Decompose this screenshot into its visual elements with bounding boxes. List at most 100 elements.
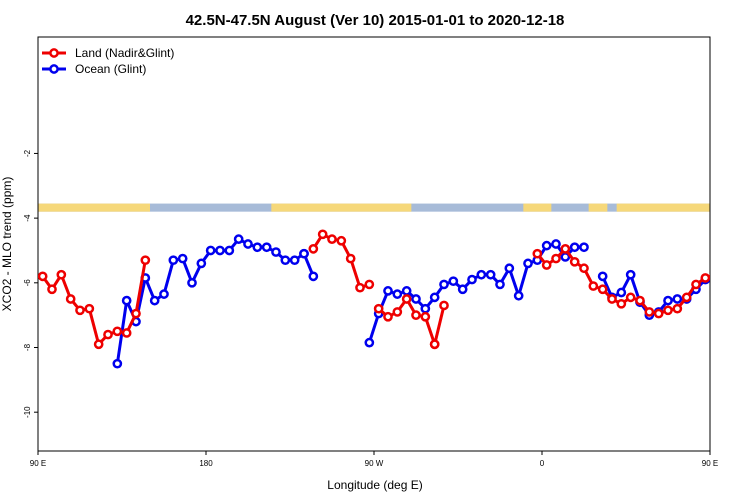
data-point [383, 286, 393, 296]
data-point [429, 339, 440, 350]
data-point [625, 269, 636, 280]
data-point [448, 276, 459, 287]
data-point [551, 239, 561, 249]
x-tick-label: 90 E [30, 459, 46, 468]
data-point [513, 290, 524, 301]
legend-label: Ocean (Glint) [75, 62, 146, 76]
series-land [38, 229, 746, 350]
data-point [177, 253, 188, 264]
data-point [252, 242, 263, 253]
land-band-segment [523, 203, 552, 212]
y-tick-label: -8 [23, 343, 32, 351]
data-point [93, 339, 104, 350]
data-point [523, 258, 533, 269]
data-point [485, 269, 496, 280]
land-band-segment [38, 203, 150, 212]
data-point [420, 303, 431, 314]
data-point [205, 245, 216, 256]
data-point [112, 326, 123, 337]
legend: Land (Nadir&Glint) Ocean (Glint) [42, 46, 174, 76]
data-point [364, 337, 375, 348]
data-point [243, 239, 253, 249]
data-point [38, 271, 48, 282]
data-point [579, 263, 589, 274]
data-point [168, 255, 179, 266]
data-point [551, 253, 561, 264]
land-ocean-band [38, 203, 710, 212]
data-point [504, 263, 515, 274]
land-band-segment [271, 203, 412, 212]
data-point [691, 279, 701, 290]
y-axis: -2 -4 -6 -8 -10 [23, 149, 38, 418]
data-point [140, 255, 151, 266]
chart-title: 42.5N-47.5N August (Ver 10) 2015-01-01 t… [186, 12, 565, 29]
data-point [730, 273, 737, 280]
data-point [271, 247, 281, 257]
data-point [560, 244, 571, 254]
data-point [373, 303, 384, 314]
data-point [476, 269, 487, 280]
data-point [541, 260, 552, 270]
data-point [317, 229, 328, 240]
y-tick-label: -10 [23, 406, 32, 418]
data-point [439, 300, 449, 311]
data-point [401, 286, 412, 296]
data-point [420, 311, 431, 322]
series-layer [38, 229, 746, 369]
data-point [56, 269, 67, 280]
data-point [709, 273, 710, 276]
data-point [308, 271, 319, 282]
data-point [224, 245, 235, 256]
data-point [625, 292, 636, 303]
data-point [149, 295, 160, 306]
data-point [597, 284, 608, 295]
data-point [569, 242, 580, 253]
data-point [233, 234, 244, 244]
data-point [739, 286, 746, 293]
series-group [38, 229, 746, 369]
data-point [672, 303, 683, 314]
data-point [467, 274, 477, 285]
x-axis: 90 E 180 90 W 0 90 E [30, 451, 718, 468]
data-point [84, 303, 95, 314]
data-point [681, 292, 692, 303]
data-point [187, 277, 197, 288]
data-point [597, 271, 608, 282]
data-point [112, 358, 123, 369]
data-point [308, 244, 319, 254]
data-point [196, 258, 207, 269]
data-point [364, 279, 375, 290]
series-line [536, 247, 710, 316]
data-point [392, 289, 403, 299]
data-point [569, 256, 580, 267]
data-point [635, 295, 645, 306]
data-point [401, 294, 412, 304]
data-point [215, 245, 225, 256]
data-point [383, 311, 393, 322]
x-tick-label: 0 [540, 459, 545, 468]
x-tick-label: 180 [199, 459, 213, 468]
data-point [663, 305, 673, 316]
data-point [720, 270, 727, 277]
data-point [616, 287, 627, 298]
data-point [672, 294, 683, 304]
data-point [429, 292, 440, 303]
data-point [588, 281, 599, 291]
y-tick-label: -6 [23, 279, 32, 287]
data-point [457, 284, 468, 295]
data-point [261, 242, 272, 253]
land-band-segment [616, 203, 710, 212]
data-point [663, 295, 673, 306]
data-point [579, 242, 589, 253]
x-axis-label: Longitude (deg E) [327, 478, 422, 492]
data-point [121, 328, 132, 338]
data-point [616, 298, 627, 309]
data-point [289, 255, 300, 266]
data-point [159, 289, 169, 299]
data-point [532, 248, 543, 259]
data-point [411, 294, 421, 304]
data-point [280, 255, 291, 266]
data-point [327, 234, 337, 244]
data-point [65, 294, 76, 304]
